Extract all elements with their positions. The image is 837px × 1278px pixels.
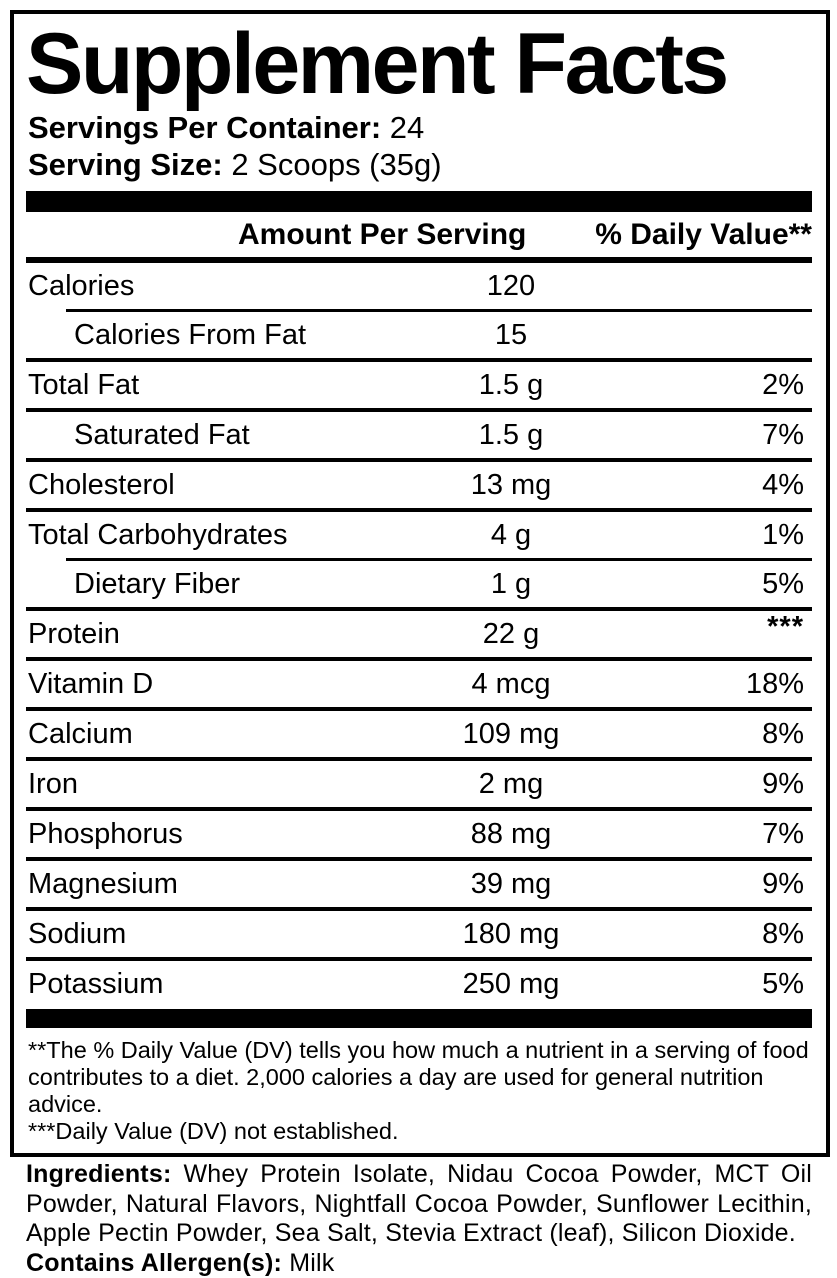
nutrient-amount: 22 g bbox=[361, 618, 661, 651]
nutrient-name: Vitamin D bbox=[26, 668, 361, 701]
footnote-not-established: ***Daily Value (DV) not established. bbox=[28, 1118, 812, 1145]
ingredients-section: Ingredients: Whey Protein Isolate, Nidau… bbox=[26, 1160, 812, 1278]
nutrient-name: Potassium bbox=[26, 968, 361, 1001]
nutrient-name: Sodium bbox=[26, 918, 361, 951]
nutrient-row: Magnesium 39 mg 9% bbox=[26, 861, 812, 907]
nutrient-amount: 15 bbox=[361, 319, 661, 352]
nutrient-daily-value: 7% bbox=[661, 818, 812, 851]
nutrient-daily-value: 4% bbox=[661, 469, 812, 502]
nutrient-amount: 250 mg bbox=[361, 968, 661, 1001]
nutrient-row: Total Carbohydrates 4 g 1% bbox=[26, 512, 812, 558]
nutrient-daily-value: 5% bbox=[661, 568, 812, 601]
nutrient-daily-value: 9% bbox=[661, 768, 812, 801]
nutrient-amount: 2 mg bbox=[361, 768, 661, 801]
nutrient-row: Saturated Fat 1.5 g 7% bbox=[26, 412, 812, 458]
nutrient-row: Vitamin D 4 mcg 18% bbox=[26, 661, 812, 707]
nutrient-row: Potassium 250 mg 5% bbox=[26, 961, 812, 1007]
supplement-facts-panel: Supplement Facts Servings Per Container:… bbox=[10, 10, 830, 1157]
amount-per-serving-header: Amount Per Serving bbox=[238, 218, 526, 252]
nutrient-name: Saturated Fat bbox=[26, 419, 361, 452]
nutrient-amount: 109 mg bbox=[361, 718, 661, 751]
nutrient-amount: 1.5 g bbox=[361, 419, 661, 452]
nutrient-daily-value: *** bbox=[661, 611, 812, 644]
footnote-daily-value: **The % Daily Value (DV) tells you how m… bbox=[28, 1037, 812, 1118]
allergen-value: Milk bbox=[289, 1249, 334, 1277]
nutrient-name: Cholesterol bbox=[26, 469, 361, 502]
panel-title: Supplement Facts bbox=[26, 19, 812, 109]
nutrient-name: Magnesium bbox=[26, 868, 361, 901]
servings-per-container: Servings Per Container: 24 bbox=[28, 109, 812, 146]
nutrient-name: Total Fat bbox=[26, 369, 361, 402]
nutrient-daily-value: 18% bbox=[661, 668, 812, 701]
nutrient-row: Calcium 109 mg 8% bbox=[26, 711, 812, 757]
ingredients-label: Ingredients: bbox=[26, 1160, 171, 1188]
nutrient-rows: Calories 120 Calories From Fat 15 Total … bbox=[26, 263, 812, 1007]
nutrient-row: Iron 2 mg 9% bbox=[26, 761, 812, 807]
nutrient-amount: 88 mg bbox=[361, 818, 661, 851]
thick-divider-top bbox=[26, 191, 812, 212]
nutrient-daily-value: 2% bbox=[661, 369, 812, 402]
servings-per-container-label: Servings Per Container: bbox=[28, 110, 381, 145]
nutrient-row: Total Fat 1.5 g 2% bbox=[26, 362, 812, 408]
nutrient-daily-value: 8% bbox=[661, 918, 812, 951]
table-header-row: Amount Per Serving % Daily Value** bbox=[26, 212, 812, 257]
nutrient-name: Calcium bbox=[26, 718, 361, 751]
nutrient-daily-value: 1% bbox=[661, 519, 812, 552]
nutrient-name: Calories From Fat bbox=[26, 319, 361, 352]
nutrient-name: Phosphorus bbox=[26, 818, 361, 851]
nutrient-name: Total Carbohydrates bbox=[26, 519, 361, 552]
serving-size: Serving Size: 2 Scoops (35g) bbox=[28, 146, 812, 183]
nutrient-name: Protein bbox=[26, 618, 361, 651]
nutrient-name: Dietary Fiber bbox=[26, 568, 361, 601]
daily-value-header: % Daily Value** bbox=[595, 218, 812, 252]
nutrient-daily-value: 5% bbox=[661, 968, 812, 1001]
nutrient-row: Phosphorus 88 mg 7% bbox=[26, 811, 812, 857]
serving-size-label: Serving Size: bbox=[28, 147, 223, 182]
nutrient-daily-value: 8% bbox=[661, 718, 812, 751]
allergen-label: Contains Allergen(s): bbox=[26, 1249, 282, 1277]
nutrient-row: Cholesterol 13 mg 4% bbox=[26, 462, 812, 508]
nutrient-amount: 39 mg bbox=[361, 868, 661, 901]
serving-size-value: 2 Scoops (35g) bbox=[231, 147, 441, 182]
nutrient-amount: 13 mg bbox=[361, 469, 661, 502]
nutrient-amount: 1.5 g bbox=[361, 369, 661, 402]
nutrient-amount: 4 mcg bbox=[361, 668, 661, 701]
nutrient-daily-value: 9% bbox=[661, 868, 812, 901]
nutrient-name: Iron bbox=[26, 768, 361, 801]
servings-per-container-value: 24 bbox=[390, 110, 424, 145]
nutrient-amount: 180 mg bbox=[361, 918, 661, 951]
footnotes: **The % Daily Value (DV) tells you how m… bbox=[28, 1037, 812, 1145]
nutrient-amount: 120 bbox=[361, 270, 661, 303]
nutrient-row: Calories 120 bbox=[26, 263, 812, 309]
allergen-line: Contains Allergen(s): Milk bbox=[26, 1249, 812, 1278]
ingredients-paragraph: Ingredients: Whey Protein Isolate, Nidau… bbox=[26, 1160, 812, 1249]
nutrient-row: Calories From Fat 15 bbox=[26, 312, 812, 358]
nutrient-amount: 1 g bbox=[361, 568, 661, 601]
nutrient-row: Sodium 180 mg 8% bbox=[26, 911, 812, 957]
nutrient-row: Dietary Fiber 1 g 5% bbox=[26, 561, 812, 607]
nutrient-row: Protein 22 g *** bbox=[26, 611, 812, 657]
nutrient-name: Calories bbox=[26, 270, 361, 303]
nutrient-amount: 4 g bbox=[361, 519, 661, 552]
nutrient-daily-value: 7% bbox=[661, 419, 812, 452]
thick-divider-bottom bbox=[26, 1009, 812, 1028]
